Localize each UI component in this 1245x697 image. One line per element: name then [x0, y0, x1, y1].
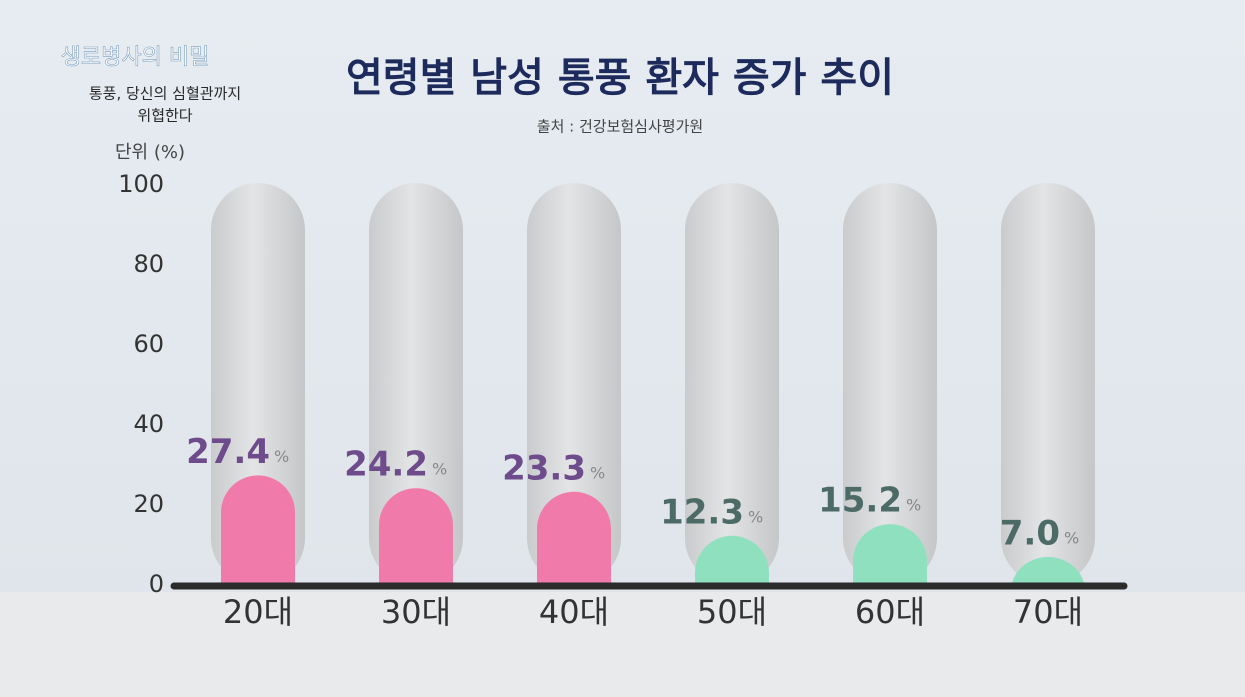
value-label: 12.3 [660, 492, 744, 532]
x-tick-label: 20대 [223, 593, 293, 631]
value-suffix: % [274, 447, 289, 466]
chart-title: 연령별 남성 통풍 환자 증가 추이 [346, 55, 894, 101]
value-suffix: % [906, 496, 921, 515]
floor [0, 592, 1245, 697]
episode-line: 통풍, 당신의 심혈관까지 [89, 85, 241, 103]
show-title: 생로병사의 비밀 [61, 45, 210, 70]
y-tick-label: 80 [133, 250, 164, 278]
value-label: 23.3 [502, 448, 586, 488]
value-suffix: % [590, 463, 605, 482]
bar-track [527, 183, 621, 585]
bar [537, 491, 611, 585]
y-tick-label: 40 [133, 410, 164, 438]
bar-track [369, 183, 463, 585]
bar-group [695, 535, 769, 585]
y-tick-label: 100 [118, 170, 164, 198]
value-suffix: % [432, 460, 447, 479]
bar [379, 488, 453, 585]
bar-group [1011, 557, 1085, 585]
bar [1011, 557, 1085, 585]
y-tick-label: 0 [149, 570, 164, 598]
logo: 생로병사의 비밀 통풍, 당신의 심혈관까지 위협한다 [60, 45, 241, 125]
x-tick-label: 30대 [381, 593, 451, 631]
bar-group [221, 475, 295, 585]
bar-track [1001, 183, 1095, 585]
value-label: 15.2 [818, 481, 902, 521]
y-tick-label: 60 [133, 330, 164, 358]
bar-track [685, 183, 779, 585]
bar [695, 535, 769, 585]
value-label: 24.2 [344, 445, 428, 485]
x-tick-label: 40대 [539, 593, 609, 631]
bar-group [537, 491, 611, 585]
value-suffix: % [1064, 529, 1079, 548]
chart-subtitle: 출처 : 건강보험심사평가원 [537, 118, 703, 136]
bar-group [379, 488, 453, 585]
bar [853, 524, 927, 585]
y-tick-label: 20 [133, 490, 164, 518]
x-tick-label: 50대 [697, 593, 767, 631]
y-axis-label: 단위 (%) [115, 142, 185, 163]
bar-track [843, 183, 937, 585]
plot: 0 20 40 60 80 100 27.4 % 20대 24.2 % 30대 23.3 % 40대 12.3… [118, 170, 1095, 631]
bar [221, 475, 295, 585]
episode-line: 위협한다 [137, 107, 192, 125]
x-tick-label: 70대 [1013, 593, 1083, 631]
value-label: 7.0 [1000, 514, 1060, 554]
x-tick-label: 60대 [855, 593, 925, 631]
bar-group [853, 524, 927, 585]
value-suffix: % [748, 507, 763, 526]
value-label: 27.4 [186, 432, 270, 472]
